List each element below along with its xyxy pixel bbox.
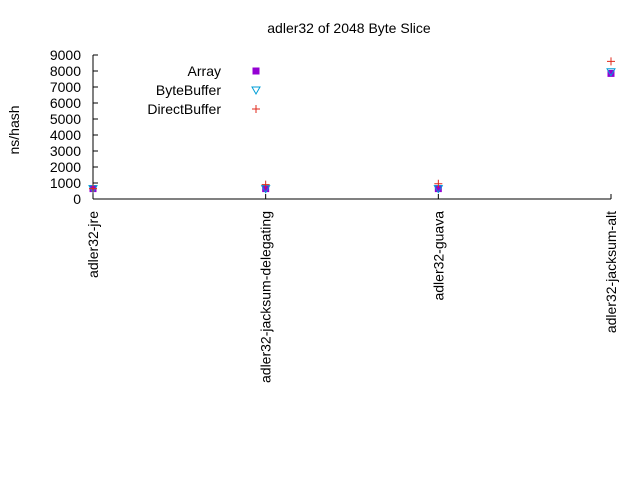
legend-label: Array: [188, 63, 221, 79]
y-tick-label: 9000: [50, 47, 81, 63]
x-tick-label: adler32-jacksum-delegating: [258, 211, 274, 383]
y-tick-label: 1000: [50, 175, 81, 191]
legend-label: ByteBuffer: [156, 82, 221, 98]
y-tick-label: 4000: [50, 127, 81, 143]
data-point: [607, 69, 615, 77]
y-tick-label: 6000: [50, 95, 81, 111]
y-tick-label: 0: [73, 191, 81, 207]
data-point: [607, 57, 615, 66]
legend-marker: [251, 86, 261, 96]
x-tick-label: adler32-guava: [430, 211, 446, 301]
series-directbuffer: [89, 57, 615, 193]
data-point: [606, 68, 616, 77]
data-point: [89, 184, 97, 193]
y-axis-label: ns/hash: [6, 105, 22, 154]
legend-marker: [252, 67, 260, 75]
legend-label: DirectBuffer: [147, 101, 221, 117]
data-point: [434, 179, 443, 188]
data-points: [88, 57, 616, 194]
y-tick-label: 7000: [50, 79, 81, 95]
x-tick-label: adler32-jacksum-alt: [603, 211, 619, 333]
x-ticks: adler32-jre adler32-jacksum-delegating adl…: [85, 194, 619, 383]
chart-title: adler32 of 2048 Byte Slice: [267, 20, 431, 36]
x-tick-label: adler32-jre: [85, 211, 101, 278]
y-tick-label: 8000: [50, 63, 81, 79]
y-tick-label: 5000: [50, 111, 81, 127]
legend-marker: [252, 105, 260, 113]
axes: [92, 55, 611, 200]
y-tick-label: 2000: [50, 159, 81, 175]
data-point: [261, 180, 270, 189]
data-point: [434, 185, 442, 193]
y-tick-label: 3000: [50, 143, 81, 159]
legend: Array ByteBuffer DirectBuffer: [147, 63, 261, 117]
